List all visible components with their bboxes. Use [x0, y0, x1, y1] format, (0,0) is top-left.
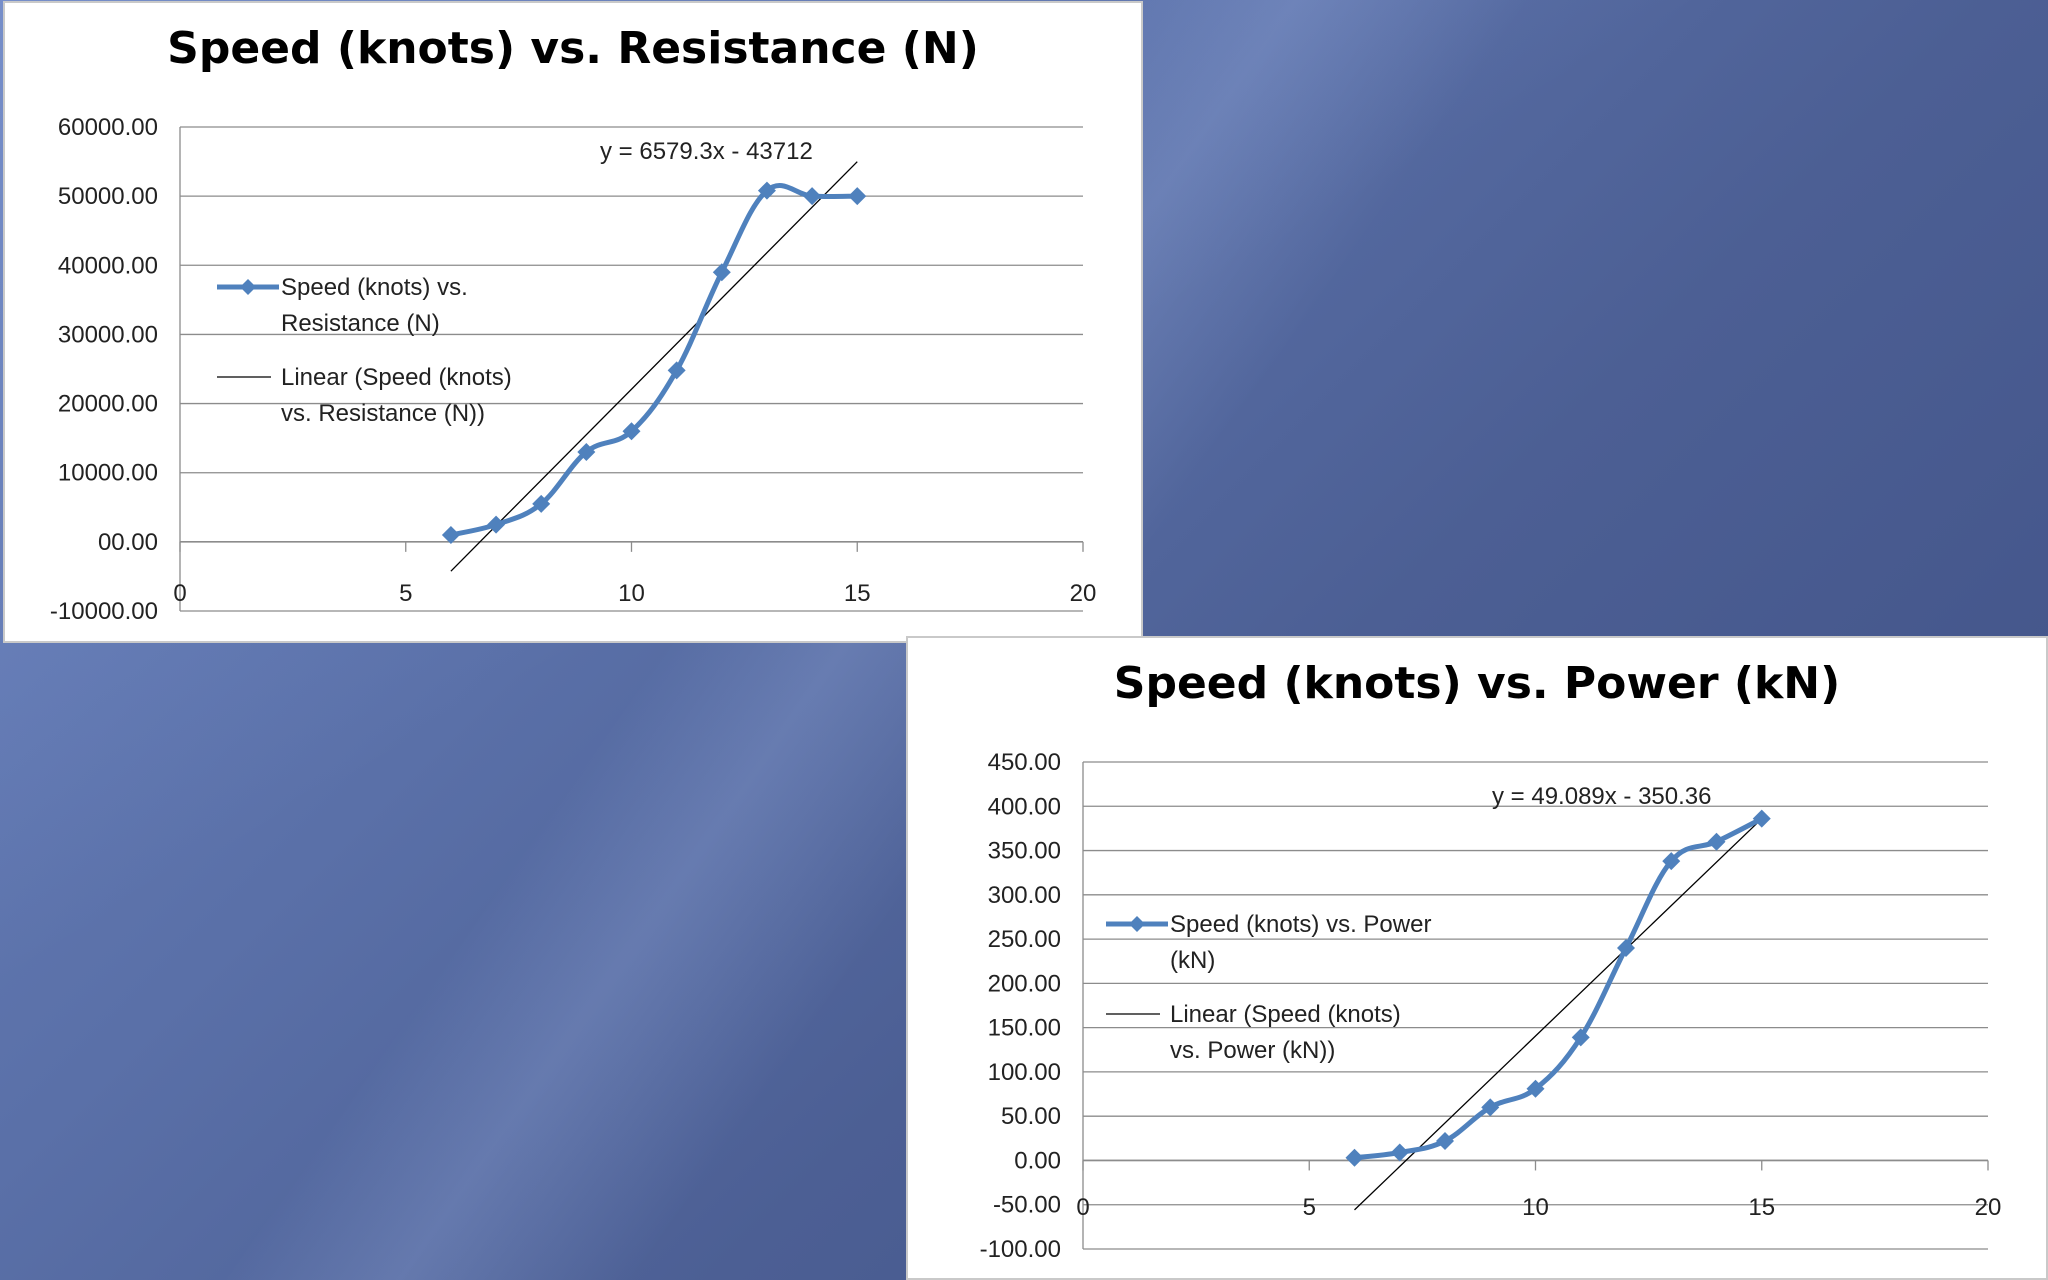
x-tick-label: 15 [844, 580, 871, 607]
x-tick-label: 0 [1076, 1194, 1089, 1221]
data-point [1526, 1079, 1545, 1098]
data-point [1481, 1098, 1500, 1117]
legend-series-label: Speed (knots) vs. [281, 274, 468, 301]
y-tick-label: 400.00 [988, 793, 1061, 820]
data-point [487, 515, 506, 534]
y-tick-label: 60000.00 [58, 114, 158, 141]
chart-panel-resistance: Speed (knots) vs. Resistance (N) 60000.00… [3, 1, 1143, 643]
y-tick-label: 100.00 [988, 1059, 1061, 1086]
resistance-chart: Speed (knots) vs. Resistance (N) 60000.00… [50, 23, 1097, 625]
x-tick-label: 20 [1070, 580, 1097, 607]
data-point [1390, 1143, 1409, 1162]
legend-trend-label: Linear (Speed (knots) [1170, 1001, 1401, 1028]
data-point [577, 442, 596, 461]
y-tick-label: -100.00 [980, 1236, 1061, 1263]
x-tick-label: 10 [618, 580, 645, 607]
data-point [712, 263, 731, 282]
data-point [803, 187, 822, 206]
y-tick-label: 0.00 [1014, 1147, 1061, 1174]
y-tick-label: 00.00 [98, 529, 158, 556]
data-point [1436, 1131, 1454, 1150]
power-chart: Speed (knots) vs. Power (kN) 450.00 400.00… [980, 658, 2002, 1263]
chart-title: Speed (knots) vs. Resistance (N) [167, 23, 979, 74]
legend-series-label: Speed (knots) vs. Power [1170, 911, 1431, 938]
trendline [450, 161, 858, 572]
x-tick-label: 20 [1975, 1194, 2002, 1221]
chart-panel-power: Speed (knots) vs. Power (kN) 450.00 400.00… [906, 636, 2048, 1280]
trendline-equation: y = 49.089x - 350.36 [1492, 783, 1712, 810]
legend-series-label: Resistance (N) [281, 310, 440, 337]
data-point [1571, 1028, 1590, 1047]
y-tick-label: 200.00 [988, 970, 1061, 997]
y-tick-label: 300.00 [988, 882, 1061, 909]
y-tick-label: 30000.00 [58, 321, 158, 348]
data-point [532, 494, 551, 513]
legend-series-marker [240, 279, 256, 295]
y-tick-label: 50000.00 [58, 183, 158, 210]
data-point [1707, 832, 1726, 851]
y-tick-label: 10000.00 [58, 460, 158, 487]
legend-series-marker [1129, 916, 1145, 932]
x-tick-label: 15 [1748, 1194, 1775, 1221]
data-point [1345, 1148, 1364, 1167]
y-tick-label: -50.00 [993, 1192, 1061, 1219]
data-point [1662, 852, 1681, 871]
data-point [441, 525, 460, 544]
legend-trend-label: vs. Resistance (N)) [281, 400, 485, 427]
y-tick-label: 40000.00 [58, 252, 158, 279]
series-line [1354, 816, 1763, 1161]
legend-trend-label: vs. Power (kN)) [1170, 1037, 1335, 1064]
chart-title: Speed (knots) vs. Power (kN) [1114, 658, 1840, 709]
legend-trend-label: Linear (Speed (knots) [281, 364, 512, 391]
data-point [622, 422, 641, 441]
data-point [1617, 938, 1635, 957]
y-tick-label: 450.00 [988, 749, 1061, 776]
y-tick-label: 350.00 [988, 838, 1061, 865]
series-line [450, 183, 858, 538]
y-tick-label: 250.00 [988, 926, 1061, 953]
x-tick-label: 10 [1522, 1194, 1549, 1221]
trendline [1354, 818, 1763, 1211]
data-point [848, 187, 867, 206]
data-point [1752, 809, 1771, 828]
legend-series-label: (kN) [1170, 947, 1215, 974]
x-tick-label: 5 [399, 580, 412, 607]
x-tick-label: 5 [1303, 1194, 1316, 1221]
y-tick-label: 20000.00 [58, 391, 158, 418]
y-tick-label: 150.00 [988, 1015, 1061, 1042]
trendline-equation: y = 6579.3x - 43712 [600, 138, 813, 165]
y-tick-label: 50.00 [1001, 1103, 1061, 1130]
y-tick-label: -10000.00 [50, 598, 158, 625]
data-point [667, 361, 686, 380]
x-tick-label: 0 [173, 580, 186, 607]
data-point [757, 181, 776, 200]
